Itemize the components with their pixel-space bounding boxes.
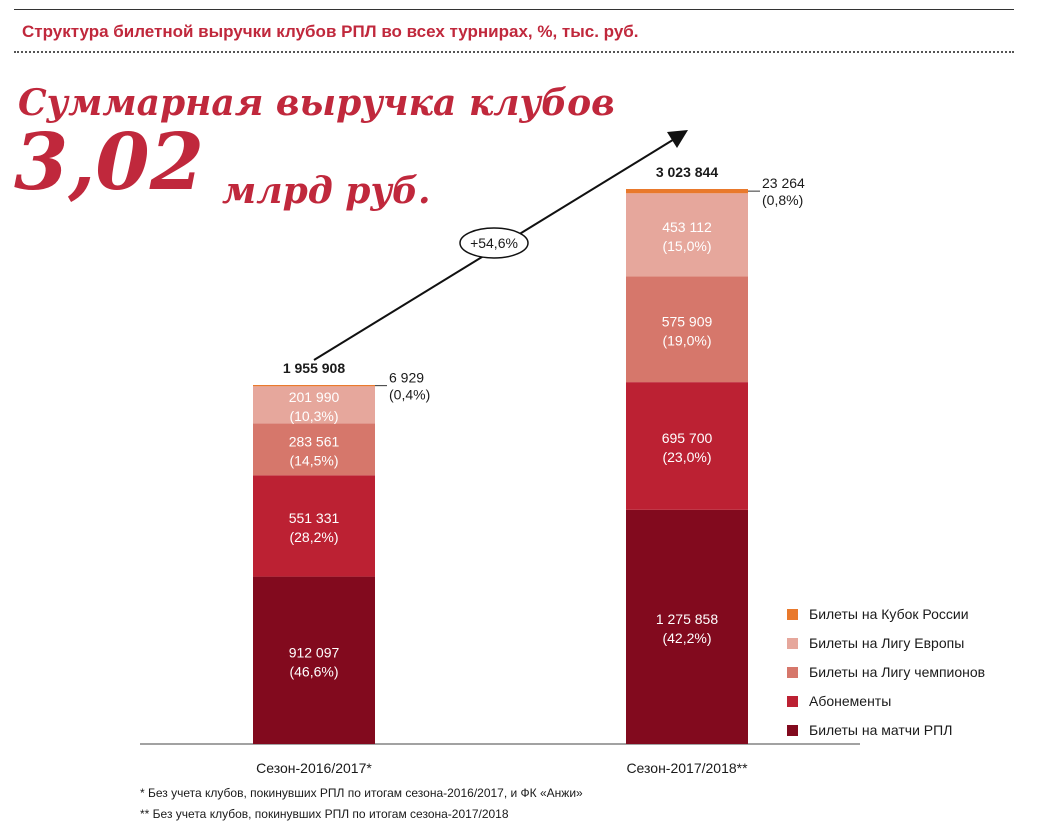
data-label: (0,8%) <box>762 192 803 208</box>
data-label: 912 097 <box>289 644 340 660</box>
legend-swatch <box>787 667 798 678</box>
data-label: (23,0%) <box>662 449 711 465</box>
data-label: (28,2%) <box>289 529 338 545</box>
legend-label: Билеты на Лигу Европы <box>809 635 965 651</box>
data-label: (14,5%) <box>289 452 338 468</box>
data-label: 695 700 <box>662 430 713 446</box>
category-label: Сезон-2016/2017* <box>256 760 372 776</box>
legend-swatch <box>787 638 798 649</box>
data-label: 1 275 858 <box>656 611 718 627</box>
legend-swatch <box>787 725 798 736</box>
chart-subtitle: Структура билетной выручки клубов РПЛ во… <box>22 22 639 41</box>
bar-segment <box>253 386 375 424</box>
growth-arrow-head <box>667 130 688 148</box>
footnote-2: ** Без учета клубов, покинувших РПЛ по и… <box>140 807 509 821</box>
total-label: 1 955 908 <box>283 360 345 376</box>
bar-segment <box>253 385 375 387</box>
growth-label: +54,6% <box>470 235 518 251</box>
legend-label: Билеты на Кубок России <box>809 606 969 622</box>
data-label: (0,4%) <box>389 387 430 403</box>
headline-title: Суммарная выручка клубов <box>18 82 615 124</box>
legend-label: Абонементы <box>809 693 892 709</box>
footnote-1: * Без учета клубов, покинувших РПЛ по ит… <box>140 786 583 800</box>
bar-segment <box>626 276 748 383</box>
bar-segment <box>253 423 375 476</box>
bar-segment <box>626 382 748 510</box>
data-label: 283 561 <box>289 433 340 449</box>
top-rule <box>14 9 1014 10</box>
category-label: Сезон-2017/2018** <box>626 760 748 776</box>
data-label: 453 112 <box>662 219 712 235</box>
bar-segment <box>626 189 748 194</box>
data-label: 575 909 <box>662 313 713 329</box>
total-label: 3 023 844 <box>656 164 718 180</box>
legend-swatch <box>787 696 798 707</box>
legend-label: Билеты на Лигу чемпионов <box>809 664 986 680</box>
data-label: (10,3%) <box>289 408 338 424</box>
legend-label: Билеты на матчи РПЛ <box>809 722 953 738</box>
dotted-divider <box>14 51 1014 53</box>
data-label: 201 990 <box>289 389 340 405</box>
growth-badge <box>459 227 529 259</box>
headline-big-value: 3,02 <box>14 117 204 208</box>
bar-segment <box>253 475 375 577</box>
headline-unit: млрд руб. <box>222 170 431 212</box>
data-label: 23 264 <box>762 175 805 191</box>
bar-segment <box>626 193 748 277</box>
data-label: 6 929 <box>389 370 424 386</box>
data-label: (46,6%) <box>289 663 338 679</box>
data-label: (19,0%) <box>662 332 711 348</box>
data-label: (42,2%) <box>662 630 711 646</box>
legend-swatch <box>787 609 798 620</box>
data-label: (15,0%) <box>662 238 711 254</box>
bar-segment <box>253 576 375 744</box>
bar-segment <box>626 509 748 744</box>
data-label: 551 331 <box>289 510 340 526</box>
